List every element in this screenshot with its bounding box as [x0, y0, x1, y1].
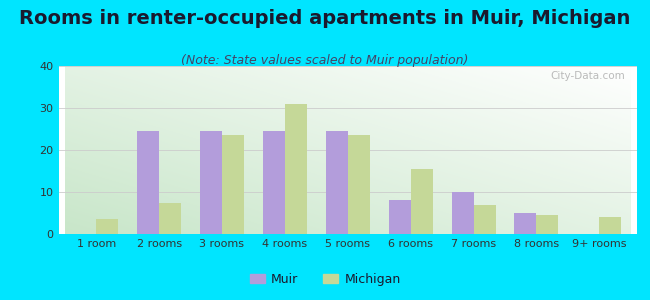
Bar	[96, 219, 118, 234]
Bar	[326, 131, 348, 234]
Bar	[411, 169, 433, 234]
Bar	[599, 217, 621, 234]
Bar	[263, 131, 285, 234]
Bar	[285, 104, 307, 234]
Bar	[137, 131, 159, 234]
Text: Rooms in renter-occupied apartments in Muir, Michigan: Rooms in renter-occupied apartments in M…	[20, 9, 630, 28]
Bar	[389, 200, 411, 234]
Bar	[348, 135, 370, 234]
Bar	[159, 202, 181, 234]
Bar	[514, 213, 536, 234]
Bar	[536, 215, 558, 234]
Legend: Muir, Michigan: Muir, Michigan	[244, 268, 406, 291]
Text: (Note: State values scaled to Muir population): (Note: State values scaled to Muir popul…	[181, 54, 469, 67]
Text: City-Data.com: City-Data.com	[551, 71, 625, 81]
Bar	[200, 131, 222, 234]
Bar	[473, 205, 495, 234]
Bar	[452, 192, 473, 234]
Bar	[222, 135, 244, 234]
